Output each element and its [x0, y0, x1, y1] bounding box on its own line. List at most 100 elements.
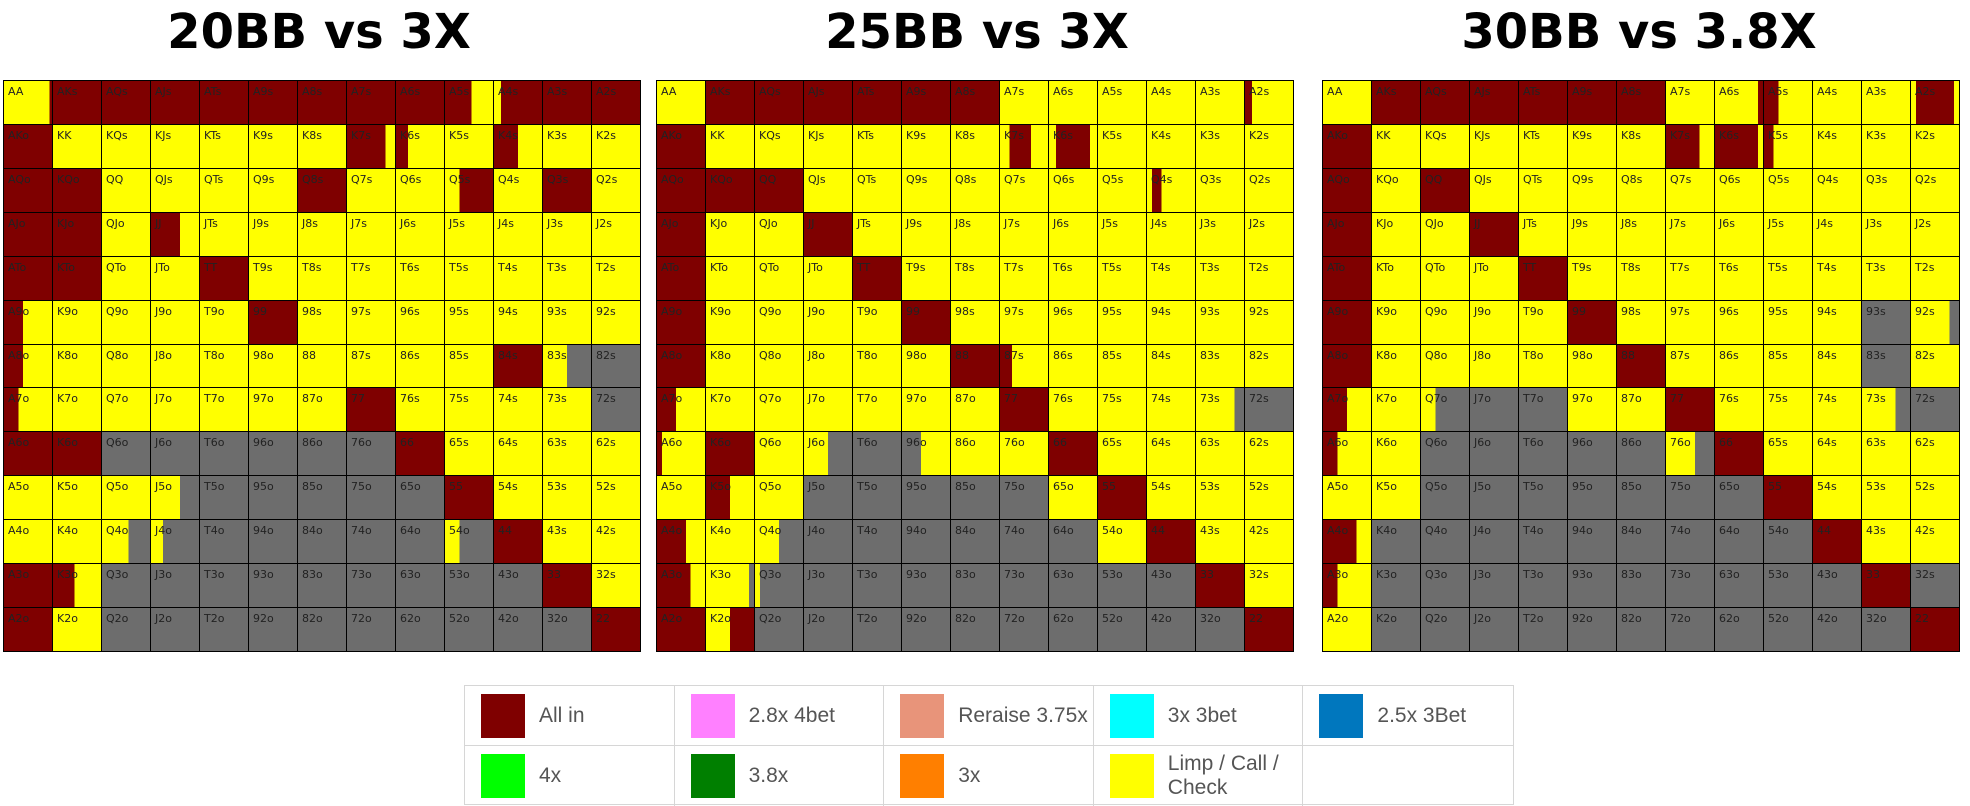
chart-title-20bb: 20BB vs 3X: [167, 4, 471, 60]
hand-label: Q7o: [759, 392, 782, 406]
hand-cell: T5s: [1764, 256, 1812, 300]
hand-cell: A6s: [1715, 81, 1763, 124]
hand-cell: 42s: [592, 520, 640, 564]
hand-cell: T6o: [200, 432, 248, 476]
hand-label: J3s: [1866, 216, 1882, 230]
hand-label: KJo: [710, 216, 728, 230]
hand-label: 44: [1817, 524, 1831, 538]
hand-cell: AA: [4, 81, 52, 124]
hand-cell: T5o: [853, 476, 901, 520]
hand-label: ATo: [8, 260, 27, 274]
hand-label: 63o: [1719, 568, 1740, 582]
hand-label: 42s: [1915, 524, 1935, 538]
hand-cell: A3o: [1323, 564, 1371, 608]
hand-cell: J3o: [1470, 564, 1518, 608]
hand-label: ATs: [857, 85, 875, 98]
hand-label: 54s: [498, 480, 518, 494]
hand-cell: K2s: [592, 124, 640, 168]
hand-label: 44: [498, 524, 512, 538]
hand-cell: A6o: [657, 432, 705, 476]
hand-label: 87o: [955, 392, 976, 406]
hand-cell: A4s: [494, 81, 542, 124]
hand-label: 63o: [1053, 568, 1074, 582]
hand-cell: QTs: [853, 168, 901, 212]
legend-swatch: [1109, 693, 1154, 738]
hand-label: K2o: [1376, 612, 1397, 626]
hand-cell: K8s: [951, 124, 999, 168]
hand-cell: 32o: [1196, 608, 1244, 651]
hand-label: 85s: [449, 348, 469, 362]
hand-label: Q6o: [1425, 436, 1448, 450]
hand-cell: 82s: [1245, 344, 1293, 388]
hand-label: J7s: [1670, 216, 1686, 230]
hand-cell: J7s: [1000, 212, 1048, 256]
hand-label: 86o: [955, 436, 976, 450]
hand-cell: A7o: [1323, 388, 1371, 432]
hand-label: JTo: [808, 260, 823, 274]
hand-label: 53o: [1102, 568, 1123, 582]
hand-cell: KJo: [1372, 212, 1420, 256]
hand-label: 99: [1572, 304, 1586, 318]
hand-label: 85o: [1621, 480, 1642, 494]
hand-label: K4o: [57, 524, 78, 538]
hand-cell: K9o: [706, 300, 754, 344]
hand-label: A6o: [661, 436, 683, 450]
hand-cell: 32s: [592, 564, 640, 608]
hand-cell: QJs: [151, 168, 199, 212]
hand-cell: K6s: [1715, 124, 1763, 168]
hand-label: 66: [1053, 436, 1067, 450]
hand-label: 66: [400, 436, 414, 450]
hand-label: 98s: [302, 304, 322, 318]
hand-label: Q6o: [106, 436, 129, 450]
legend-swatch: [1109, 754, 1154, 798]
hand-label: J7o: [1474, 392, 1491, 406]
hand-label: K3s: [1866, 128, 1886, 142]
hand-cell: 92s: [1245, 300, 1293, 344]
hand-label: 98s: [1621, 304, 1641, 318]
hand-cell: T2s: [1911, 256, 1959, 300]
hand-cell: KQs: [1421, 124, 1469, 168]
hand-label: 43o: [498, 568, 519, 582]
hand-label: J7o: [155, 392, 172, 406]
hand-cell: Q4o: [755, 520, 803, 564]
hand-label: K6s: [1719, 128, 1739, 142]
hand-cell: 73o: [347, 564, 395, 608]
hand-cell: 43o: [1813, 564, 1861, 608]
hand-cell: AQs: [755, 81, 803, 124]
hand-label: 74s: [498, 392, 518, 406]
hand-label: KTo: [57, 260, 75, 274]
hand-cell: 98o: [902, 344, 950, 388]
legend-item: 3.8x: [675, 746, 885, 806]
hand-label: 62s: [596, 436, 616, 450]
hand-cell: A4o: [4, 520, 52, 564]
hand-cell: JJ: [151, 212, 199, 256]
hand-cell: T5s: [1098, 256, 1146, 300]
hand-label: 82o: [302, 612, 323, 626]
hand-cell: A2s: [1911, 81, 1959, 124]
hand-cell: 63s: [1862, 432, 1910, 476]
hand-cell: QTs: [1519, 168, 1567, 212]
hand-cell: 54s: [1147, 476, 1195, 520]
hand-cell: A7s: [1000, 81, 1048, 124]
hand-label: J2o: [1474, 612, 1491, 626]
hand-cell: 96o: [1568, 432, 1616, 476]
legend-swatch: [690, 693, 735, 738]
hand-cell: 95o: [1568, 476, 1616, 520]
hand-label: 93o: [1572, 568, 1593, 582]
hand-cell: 52s: [1245, 476, 1293, 520]
hand-cell: 53o: [1098, 564, 1146, 608]
hand-label: A9s: [253, 85, 274, 98]
hand-label: J2s: [1915, 216, 1931, 230]
hand-cell: T7o: [200, 388, 248, 432]
hand-cell: 53o: [1764, 564, 1812, 608]
hand-label: K8s: [302, 128, 322, 142]
hand-label: K5o: [57, 480, 78, 494]
hand-label: A9s: [906, 85, 927, 98]
hand-cell: AQo: [4, 168, 52, 212]
hand-label: 72o: [1004, 612, 1025, 626]
hand-label: 92s: [596, 304, 616, 318]
hand-cell: J6o: [151, 432, 199, 476]
hand-cell: JTs: [200, 212, 248, 256]
hand-cell: T8o: [200, 344, 248, 388]
hand-cell: 88: [298, 344, 346, 388]
